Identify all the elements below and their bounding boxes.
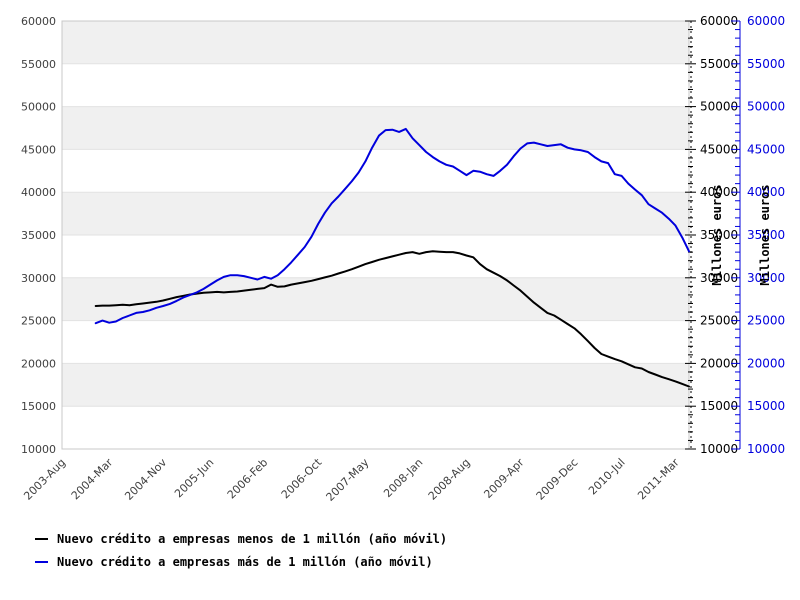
y-tick-label-right-1: 15000 bbox=[700, 399, 738, 413]
y-tick-label-right-2: 20000 bbox=[747, 356, 785, 370]
y-tick-label-left: 20000 bbox=[21, 357, 56, 370]
y-tick-label-right-1: 30000 bbox=[700, 271, 738, 285]
y-tick-label-right-1: 20000 bbox=[700, 356, 738, 370]
x-tick-label: 2005-Jun bbox=[172, 456, 216, 500]
y-tick-label-left: 15000 bbox=[21, 400, 56, 413]
x-tick-label: 2007-May bbox=[324, 456, 372, 504]
y-tick-label-right-2: 30000 bbox=[747, 271, 785, 285]
y-tick-label-right-2: 50000 bbox=[747, 100, 785, 114]
y-tick-label-right-2: 10000 bbox=[747, 442, 785, 456]
x-tick-label: 2004-Mar bbox=[69, 456, 116, 503]
x-tick-label: 2003-Aug bbox=[21, 456, 68, 503]
y-tick-label-right-2: 35000 bbox=[747, 228, 785, 242]
y-axis-title-right-2: Millones euros bbox=[758, 184, 772, 285]
legend-marker-menos bbox=[35, 537, 48, 540]
legend-label-mas: Nuevo crédito a empresas más de 1 millón… bbox=[57, 554, 433, 569]
x-tick-label: 2008-Jan bbox=[381, 456, 425, 500]
x-tick-label: 2009-Dec bbox=[534, 456, 581, 503]
y-tick-label-right-1: 55000 bbox=[700, 57, 738, 71]
x-tick-label: 2006-Oct bbox=[279, 455, 325, 501]
y-tick-label-right-1: 25000 bbox=[700, 314, 738, 328]
y-tick-label-right-1: 10000 bbox=[700, 442, 738, 456]
y-tick-label-right-1: 60000 bbox=[700, 14, 738, 28]
y-tick-label-right-2: 45000 bbox=[747, 142, 785, 156]
y-axis-right-primary: 60000 55000 50000 45000 40000 35000 30000 25000… bbox=[685, 14, 738, 456]
y-tick-label-left: 40000 bbox=[21, 186, 56, 199]
y-tick-label-left: 50000 bbox=[21, 101, 56, 114]
y-axis-right-secondary: 60000 55000 50000 45000 40000 35000 30000 25000… bbox=[731, 14, 785, 456]
y-tick-label-right-2: 25000 bbox=[747, 314, 785, 328]
legend-label-menos: Nuevo crédito a empresas menos de 1 mill… bbox=[57, 531, 448, 546]
x-tick-label: 2006-Feb bbox=[225, 456, 271, 502]
series-line-1 bbox=[94, 127, 690, 325]
x-tick-label: 2009-Apr bbox=[481, 456, 526, 501]
y-tick-label-right-2: 55000 bbox=[747, 57, 785, 71]
legend-marker-mas bbox=[35, 560, 48, 563]
y-tick-label-left: 10000 bbox=[21, 443, 56, 456]
y-axis-left: 60000 55000 50000 45000 40000 35000 30000 25000… bbox=[21, 15, 56, 456]
x-tick-label: 2010-Jul bbox=[586, 456, 628, 498]
y-tick-label-right-1: 50000 bbox=[700, 100, 738, 114]
y-tick-label-left: 25000 bbox=[21, 315, 56, 328]
x-tick-label: 2004-Nov bbox=[122, 456, 169, 503]
y-axis-title-right-1: Millones euros bbox=[710, 184, 724, 285]
y-tick-label-left: 55000 bbox=[21, 58, 56, 71]
y-tick-label-right-1: 45000 bbox=[700, 142, 738, 156]
x-tick-label: 2008-Aug bbox=[426, 456, 473, 503]
y-tick-label-left: 60000 bbox=[21, 15, 56, 28]
y-tick-label-right-1: 40000 bbox=[700, 185, 738, 199]
x-axis: 2003-Aug 2004-Mar 2004-Nov 2005-Jun 2006-Feb… bbox=[21, 455, 682, 503]
y-tick-label-right-2: 15000 bbox=[747, 399, 785, 413]
y-tick-label-right-2: 60000 bbox=[747, 14, 785, 28]
legend-item-mas: Nuevo crédito a empresas más de 1 millón… bbox=[35, 550, 447, 573]
y-tick-label-right-2: 40000 bbox=[747, 185, 785, 199]
y-tick-label-left: 35000 bbox=[21, 229, 56, 242]
y-tick-label-left: 30000 bbox=[21, 272, 56, 285]
legend: Nuevo crédito a empresas menos de 1 mill… bbox=[35, 527, 447, 573]
plot-background-bands bbox=[62, 21, 689, 449]
y-tick-label-right-1: 35000 bbox=[700, 228, 738, 242]
legend-item-menos: Nuevo crédito a empresas menos de 1 mill… bbox=[35, 527, 447, 550]
y-tick-label-left: 45000 bbox=[21, 143, 56, 156]
x-tick-label: 2011-Mar bbox=[635, 456, 682, 503]
